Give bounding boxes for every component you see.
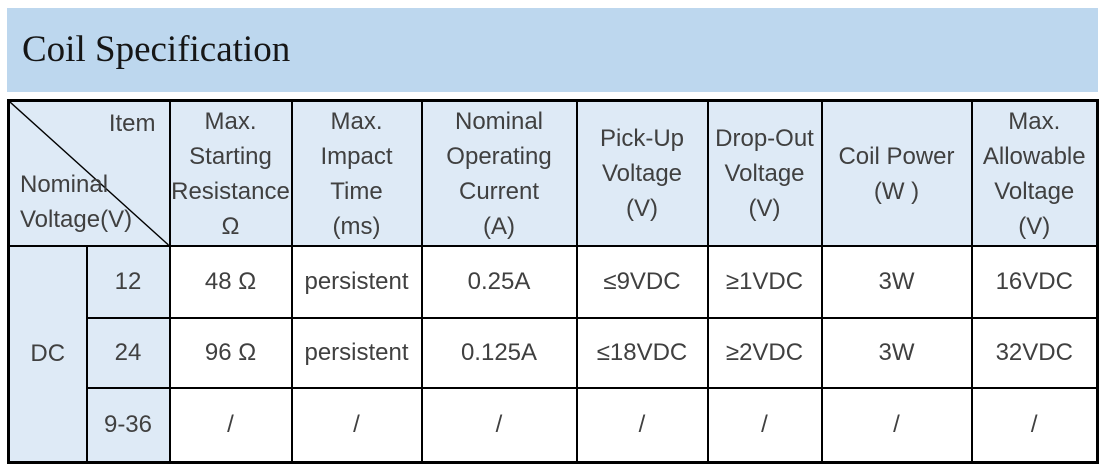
col-header-max-allowable-voltage: Max. Allowable Voltage (V) (970, 99, 1099, 247)
diagonal-divider-line (10, 102, 169, 245)
col-header-max-starting-resistance: Max. Starting Resistance Ω (168, 99, 293, 247)
table-row-12v: DC 12 48 Ω persistent 0.25A ≤9VDC ≥1VDC … (7, 245, 1099, 463)
table-cell: 3W (820, 317, 973, 389)
col-header-nominal-operating-current: Nominal Operating Current (A) (420, 99, 578, 247)
table-cell: ≥2VDC (706, 317, 823, 389)
table-cell: / (820, 387, 973, 463)
row-header-24: 24 (85, 317, 171, 389)
table-cell: / (575, 387, 709, 463)
table-cell: ≤18VDC (575, 317, 709, 389)
corner-label-item: Item (108, 110, 156, 137)
table-cell: 0.25A (420, 245, 578, 319)
table-header-row: Item Nominal Voltage(V) Max. Starting Re… (7, 99, 1099, 247)
table-cell: / (706, 387, 823, 463)
row-header-12: 12 (85, 245, 171, 319)
table-row-9-36v: 9-36 / / / / / / / (9, 387, 1099, 463)
table-cell: ≥1VDC (706, 245, 823, 319)
table-cell: 16VDC (970, 245, 1099, 319)
table-row-24v: 24 96 Ω persistent 0.125A ≤18VDC ≥2VDC 3… (9, 317, 1099, 389)
col-header-coil-power: Coil Power (W ) (820, 99, 973, 247)
row-header-9-36: 9-36 (85, 387, 171, 463)
corner-header-cell: Item Nominal Voltage(V) (7, 99, 171, 247)
table-cell: 48 Ω (168, 245, 293, 319)
col-header-max-impact-time: Max. Impact Time (ms) (290, 99, 423, 247)
table-cell: persistent (290, 245, 423, 319)
table-cell: / (168, 387, 293, 463)
table-cell: persistent (290, 317, 423, 389)
table-cell: 96 Ω (168, 317, 293, 389)
table-cell: 0.125A (420, 317, 578, 389)
col-header-drop-out-voltage: Drop-Out Voltage (V) (706, 99, 823, 247)
section-title: Coil Specification (22, 28, 291, 70)
table-cell: ≤9VDC (575, 245, 709, 319)
coil-specification-table: Item Nominal Voltage(V) Max. Starting Re… (7, 99, 1099, 464)
col-header-pick-up-voltage: Pick-Up Voltage (V) (575, 99, 709, 247)
table-cell: / (970, 387, 1099, 463)
table-cell: / (420, 387, 578, 463)
row-group-dc: DC (7, 245, 88, 463)
table-cell: / (290, 387, 423, 463)
corner-label-nominal-voltage: Nominal Voltage(V) (20, 171, 133, 233)
table-cell: 3W (820, 245, 973, 319)
section-header-band: Coil Specification (7, 8, 1098, 92)
table-cell: 32VDC (970, 317, 1099, 389)
